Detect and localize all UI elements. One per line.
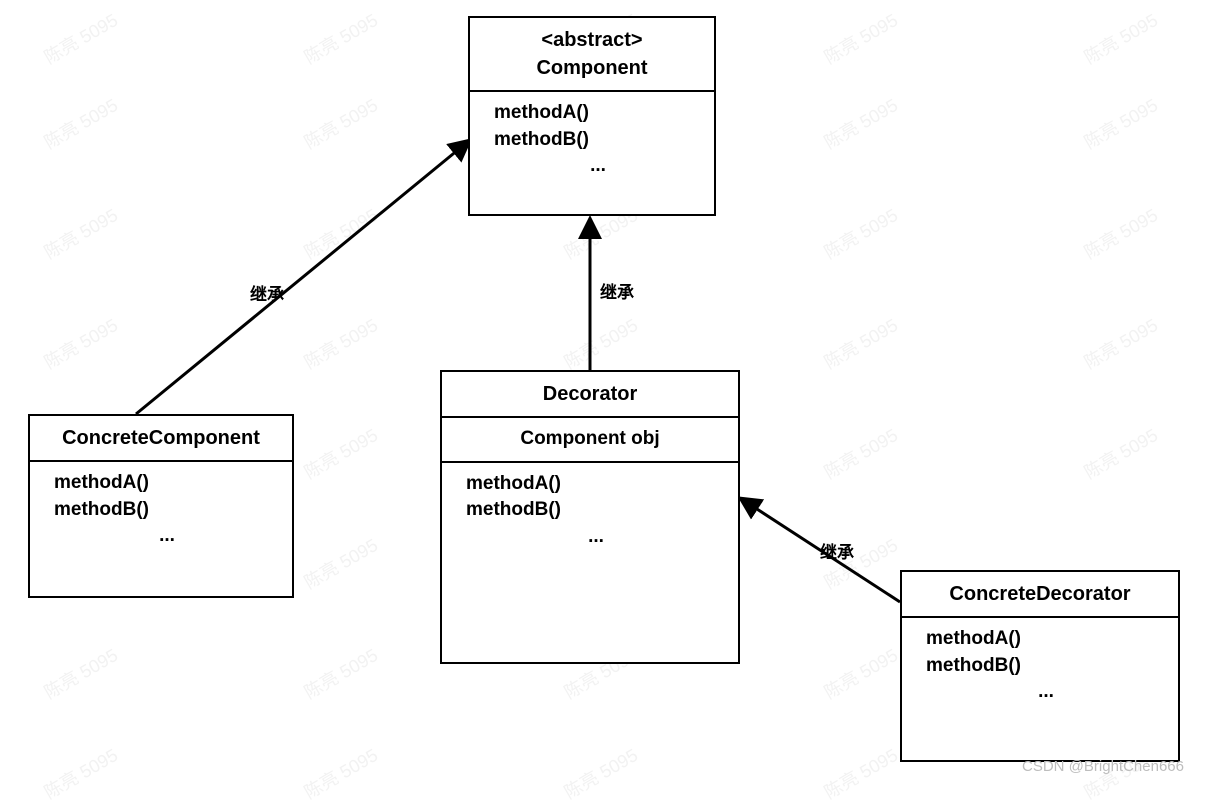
stereotype-text: <abstract> xyxy=(541,29,642,51)
method: methodA() xyxy=(466,471,726,498)
method: methodB() xyxy=(54,497,280,524)
edge-label-dec: 继承 xyxy=(600,278,634,303)
watermark-text: 陈亮 5095 xyxy=(39,6,122,69)
watermark-text: 陈亮 5095 xyxy=(819,741,902,804)
watermark-text: 陈亮 5095 xyxy=(299,91,382,154)
class-component: <abstract> Component methodA() methodB()… xyxy=(468,16,716,216)
ellipsis: ... xyxy=(466,524,726,551)
watermark-text: 陈亮 5095 xyxy=(39,311,122,374)
watermark-text: 陈亮 5095 xyxy=(819,311,902,374)
watermark-text: 陈亮 5095 xyxy=(1079,6,1162,69)
attribution-text: CSDN @BrightChen666 xyxy=(1022,758,1184,775)
class-cd-title: ConcreteDecorator xyxy=(902,572,1178,618)
ellipsis: ... xyxy=(926,679,1166,706)
method: methodA() xyxy=(54,470,280,497)
watermark-text: 陈亮 5095 xyxy=(559,311,642,374)
watermark-text: 陈亮 5095 xyxy=(299,641,382,704)
watermark-text: 陈亮 5095 xyxy=(819,6,902,69)
watermark-text: 陈亮 5095 xyxy=(1079,201,1162,264)
method: methodA() xyxy=(494,100,702,127)
class-name: ConcreteDecorator xyxy=(949,583,1130,605)
watermark-text: 陈亮 5095 xyxy=(559,741,642,804)
watermark-text: 陈亮 5095 xyxy=(819,201,902,264)
class-cd-methods: methodA() methodB() ... xyxy=(902,618,1178,714)
ellipsis: ... xyxy=(54,523,280,550)
class-component-title: <abstract> Component xyxy=(470,18,714,92)
class-decorator-methods: methodA() methodB() ... xyxy=(442,463,738,559)
watermark-text: 陈亮 5095 xyxy=(299,741,382,804)
method: methodB() xyxy=(926,653,1166,680)
class-name: Decorator xyxy=(543,383,637,405)
watermark-text: 陈亮 5095 xyxy=(299,201,382,264)
watermark-text: 陈亮 5095 xyxy=(299,421,382,484)
class-concrete-component: ConcreteComponent methodA() methodB() ..… xyxy=(28,414,294,598)
class-decorator: Decorator Component obj methodA() method… xyxy=(440,370,740,664)
class-name: Component xyxy=(536,57,647,79)
watermark-text: 陈亮 5095 xyxy=(819,421,902,484)
ellipsis: ... xyxy=(494,153,702,180)
class-component-methods: methodA() methodB() ... xyxy=(470,92,714,188)
watermark-text: 陈亮 5095 xyxy=(39,641,122,704)
edge-cc-to-component xyxy=(136,140,470,414)
class-cc-methods: methodA() methodB() ... xyxy=(30,462,292,558)
watermark-text: 陈亮 5095 xyxy=(1079,91,1162,154)
watermark-text: 陈亮 5095 xyxy=(39,741,122,804)
class-cc-title: ConcreteComponent xyxy=(30,416,292,462)
method: methodB() xyxy=(494,127,702,154)
edge-label-cd: 继承 xyxy=(820,538,854,563)
class-decorator-fields: Component obj xyxy=(442,418,738,463)
method: methodA() xyxy=(926,626,1166,653)
watermark-text: 陈亮 5095 xyxy=(819,91,902,154)
watermark-text: 陈亮 5095 xyxy=(39,91,122,154)
watermark-text: 陈亮 5095 xyxy=(1079,421,1162,484)
class-concrete-decorator: ConcreteDecorator methodA() methodB() ..… xyxy=(900,570,1180,762)
edge-label-cc: 继承 xyxy=(250,280,284,305)
watermark-text: 陈亮 5095 xyxy=(299,6,382,69)
watermark-text: 陈亮 5095 xyxy=(39,201,122,264)
method: methodB() xyxy=(466,497,726,524)
watermark-text: 陈亮 5095 xyxy=(819,641,902,704)
class-decorator-title: Decorator xyxy=(442,372,738,418)
field: Component obj xyxy=(520,428,659,449)
class-name: ConcreteComponent xyxy=(62,427,260,449)
watermark-text: 陈亮 5095 xyxy=(1079,311,1162,374)
watermark-text: 陈亮 5095 xyxy=(299,531,382,594)
watermark-text: 陈亮 5095 xyxy=(299,311,382,374)
